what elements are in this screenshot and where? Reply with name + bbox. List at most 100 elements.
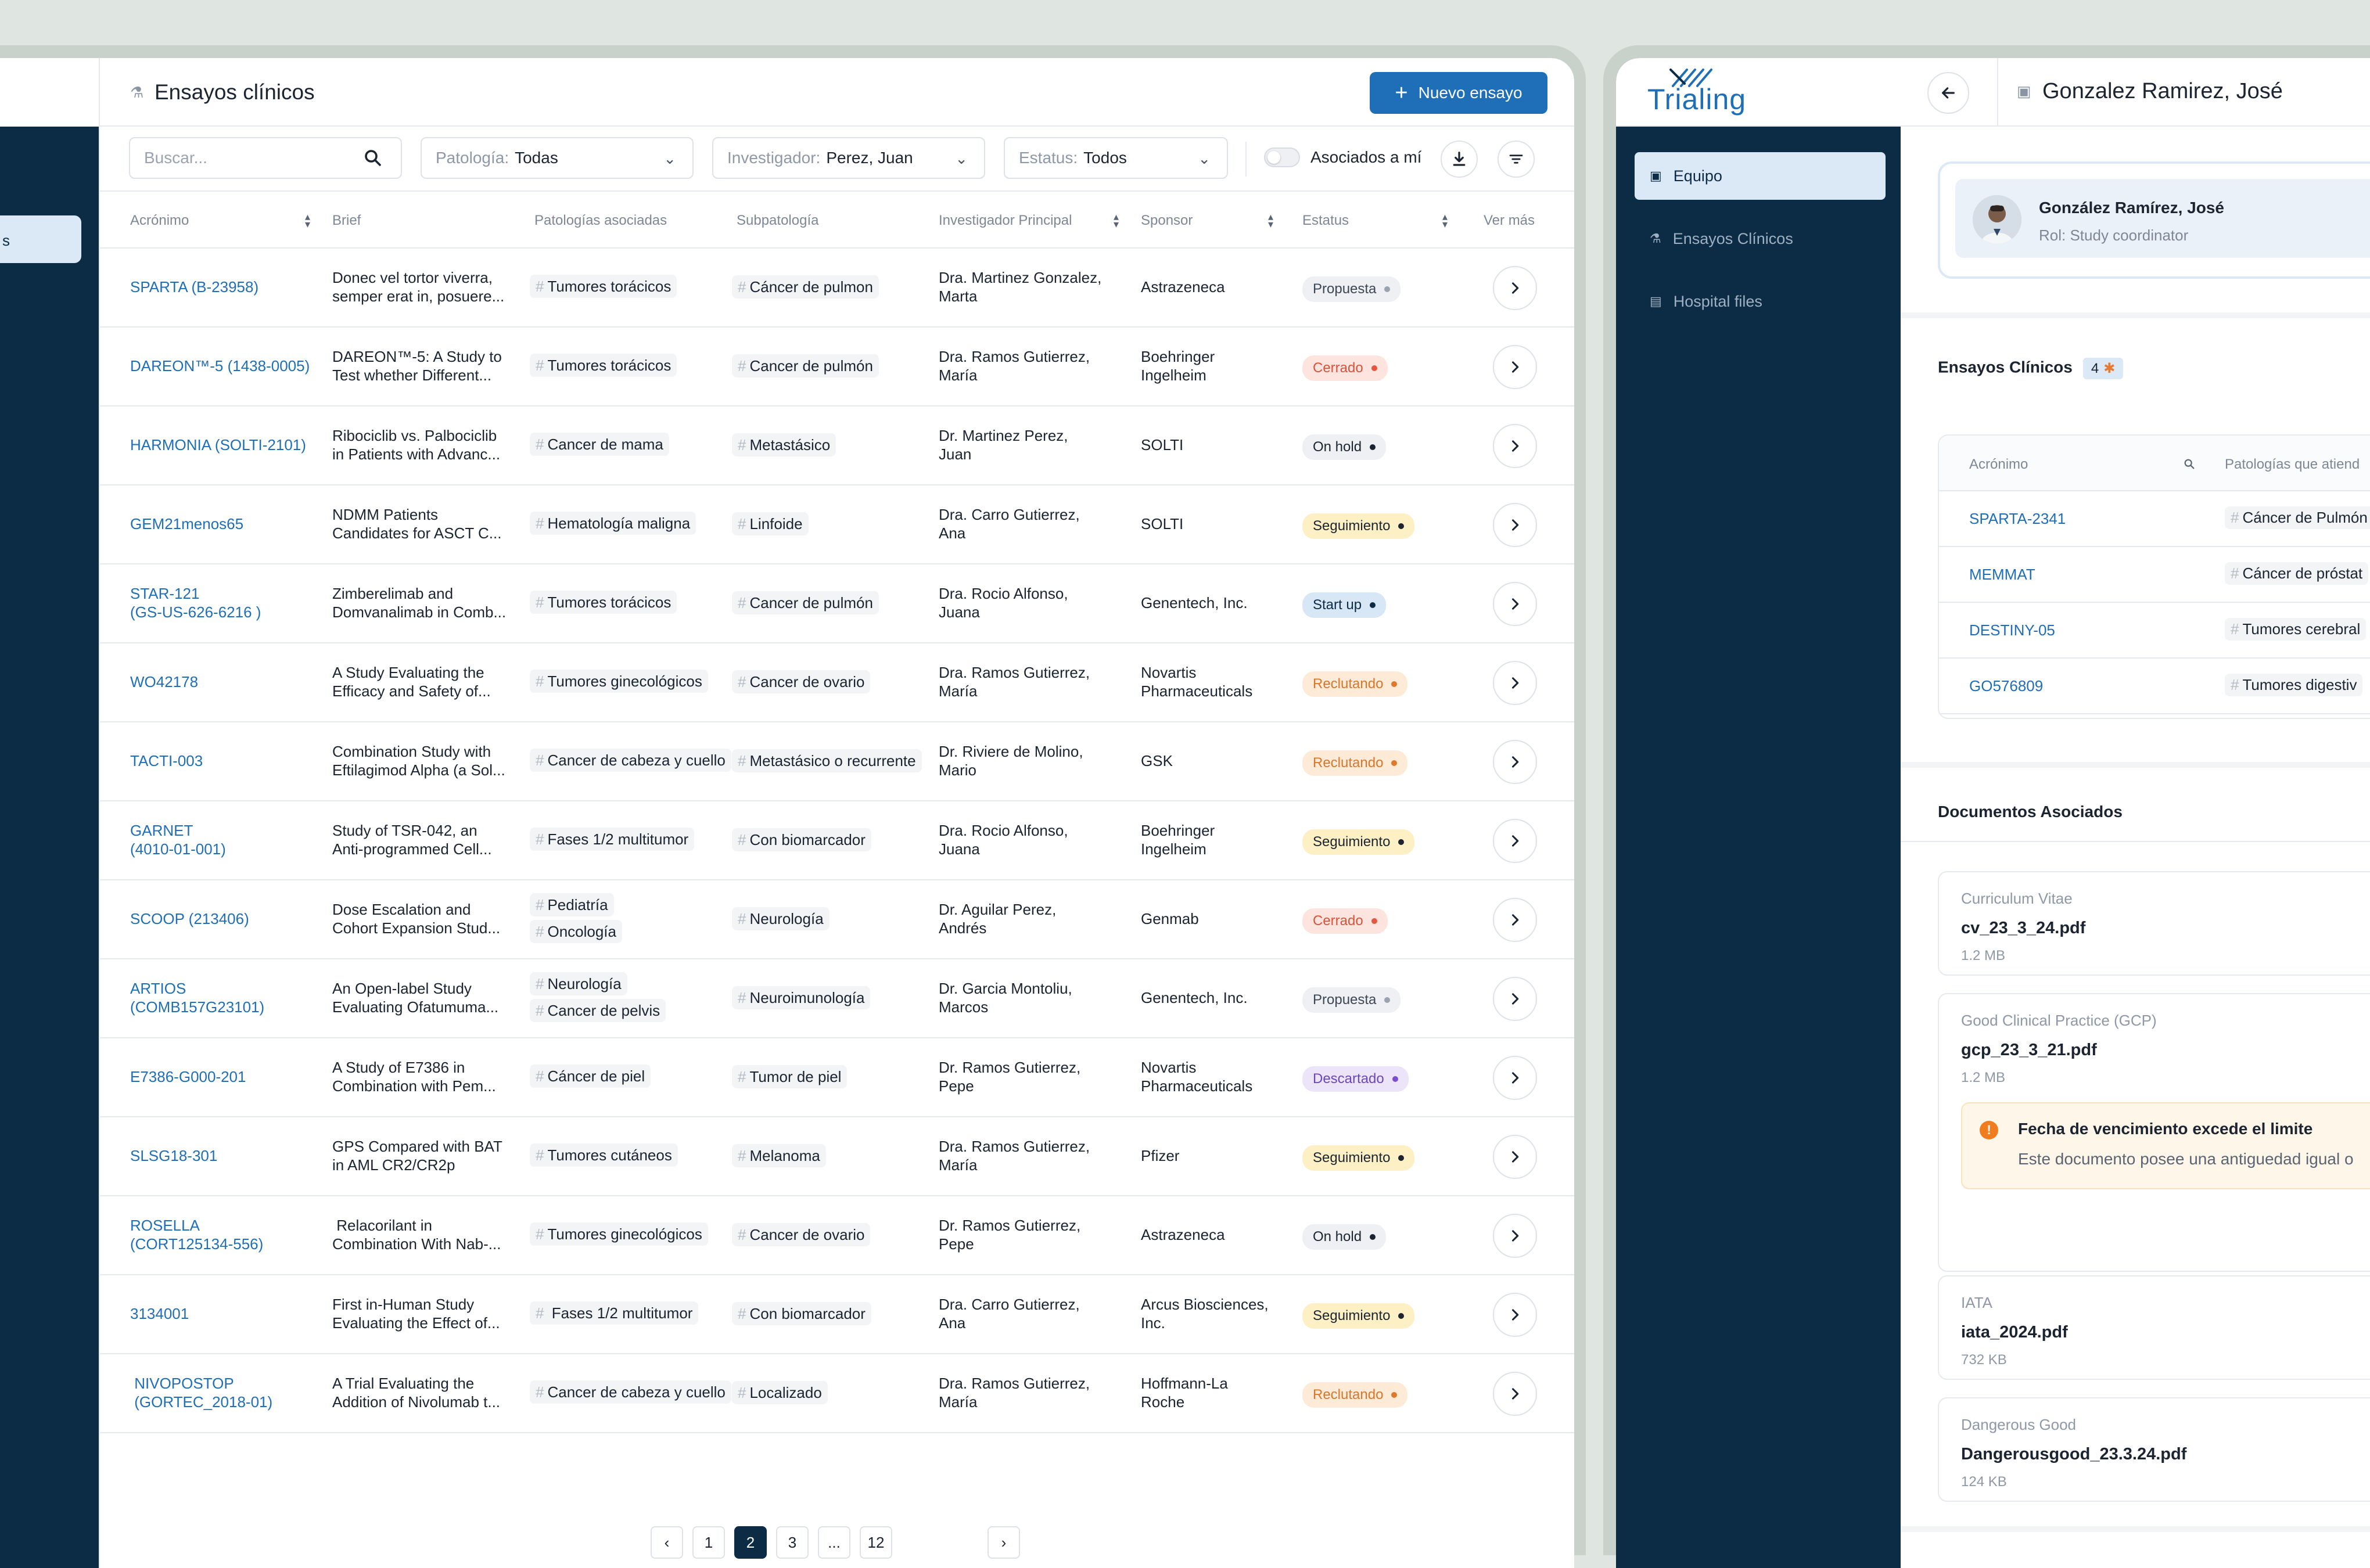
table-row[interactable]: E7386-G000-201 A Study of E7386 in Combina…: [100, 1038, 1574, 1117]
trial-acronym-link[interactable]: STAR-121 (GS-US-626-6216 ): [130, 584, 316, 621]
sidebar-item-label: Hospital files: [1673, 292, 1762, 310]
member-trials-table: Acrónimo Patologías que atiend SPARTA-23…: [1938, 434, 2370, 719]
table-row[interactable]: 3134001 First in-Human Study Evaluating th…: [100, 1275, 1574, 1354]
trial-acronym-link[interactable]: GEM21menos65: [130, 515, 316, 533]
pathology-filter[interactable]: Patología: Todas ⌄: [421, 137, 694, 179]
member-trial-acronym-link[interactable]: MEMMAT: [1969, 566, 2035, 583]
page-button[interactable]: 12: [860, 1526, 892, 1559]
document-filename[interactable]: iata_2024.pdf: [1961, 1323, 2068, 1342]
subpathology-tag-label: Cáncer de pulmon: [749, 278, 873, 296]
investigator-filter[interactable]: Investigador: Perez, Juan ⌄: [712, 137, 985, 179]
trial-acronym-link[interactable]: HARMONIA (SOLTI-2101): [130, 436, 316, 454]
sidebar-item-active[interactable]: s: [0, 215, 81, 263]
trial-acronym-link[interactable]: WO42178: [130, 672, 316, 691]
back-button[interactable]: [1927, 72, 1969, 114]
status-filter[interactable]: Estatus: Todos ⌄: [1004, 137, 1228, 179]
status-cell: Seguimiento: [1302, 1303, 1415, 1329]
document-filename[interactable]: cv_23_3_24.pdf: [1961, 919, 2086, 937]
document-filename[interactable]: Dangerousgood_23.3.24.pdf: [1961, 1445, 2187, 1463]
pathology-tags: # Tumores torácicos: [530, 354, 677, 380]
view-more-button[interactable]: [1493, 977, 1537, 1021]
sponsor: Novartis Pharmaceuticals: [1141, 663, 1280, 700]
page-button[interactable]: 1: [692, 1526, 725, 1559]
sidebar-item-equipo[interactable]: ▣ Equipo: [1635, 152, 1886, 200]
trial-acronym-link[interactable]: ROSELLA (CORT125134-556): [130, 1216, 316, 1253]
document-card[interactable]: IATA iata_2024.pdf 732 KB: [1938, 1275, 2370, 1380]
page-button[interactable]: ...: [818, 1526, 850, 1559]
view-more-button[interactable]: [1493, 819, 1537, 863]
table-row[interactable]: SPARTA (B-23958) Donec vel tortor viverra…: [100, 249, 1574, 328]
page-button[interactable]: 2: [734, 1526, 767, 1559]
column-status[interactable]: Estatus ▴ ▾: [1302, 211, 1448, 229]
documents-section-title: Documentos Asociados: [1938, 803, 2123, 821]
trial-acronym-link[interactable]: SCOOP (213406): [130, 909, 316, 928]
table-row[interactable]: WO42178 A Study Evaluating the Efficacy an…: [100, 643, 1574, 722]
member-trial-row[interactable]: DESTINY-05 # Tumores cerebral: [1939, 603, 2370, 659]
page-button[interactable]: 3: [776, 1526, 809, 1559]
search-input[interactable]: Buscar...: [129, 137, 402, 179]
member-trial-row[interactable]: SPARTA-2341 # Cáncer de Pulmón: [1939, 491, 2370, 547]
member-trial-row[interactable]: MEMMAT # Cáncer de próstat: [1939, 547, 2370, 603]
column-acronym[interactable]: Acrónimo ▴ ▾: [130, 211, 310, 229]
trial-acronym-link[interactable]: SLSG18-301: [130, 1146, 316, 1165]
view-more-button[interactable]: [1493, 345, 1537, 389]
view-more-button[interactable]: [1493, 1293, 1537, 1337]
download-button[interactable]: [1441, 141, 1478, 178]
new-trial-button[interactable]: + Nuevo ensayo: [1370, 72, 1547, 114]
trial-acronym-link[interactable]: 3134001: [130, 1304, 316, 1323]
trial-acronym-link[interactable]: ARTIOS (COMB157G23101): [130, 979, 316, 1016]
document-card[interactable]: Curriculum Vitae cv_23_3_24.pdf 1.2 MB: [1938, 871, 2370, 976]
member-trial-acronym-link[interactable]: SPARTA-2341: [1969, 510, 2066, 527]
column-sponsor[interactable]: Sponsor ▴ ▾: [1141, 211, 1273, 229]
column-investigator[interactable]: Investigador Principal ▴ ▾: [939, 211, 1119, 229]
view-more-button[interactable]: [1493, 1214, 1537, 1258]
member-trial-row[interactable]: GO576809 # Tumores digestiv: [1939, 659, 2370, 714]
next-page-button[interactable]: ›: [988, 1526, 1020, 1559]
filter-button[interactable]: [1498, 141, 1535, 178]
view-more-button[interactable]: [1493, 424, 1537, 468]
trial-brief-line: Study of TSR-042, an: [332, 822, 477, 839]
trial-acronym-link[interactable]: E7386-G000-201: [130, 1067, 316, 1086]
associated-toggle[interactable]: [1264, 148, 1300, 167]
table-row[interactable]: STAR-121 (GS-US-626-6216 ) Zimberelimab an…: [100, 564, 1574, 643]
sidebar-item-hospital-files[interactable]: ▤ Hospital files: [1635, 278, 1886, 325]
table-row[interactable]: NIVOPOSTOP (GORTEC_2018-01) A Trial Evalu…: [100, 1354, 1574, 1433]
view-more-button[interactable]: [1493, 1135, 1537, 1179]
trial-acronym-link[interactable]: SPARTA (B-23958): [130, 278, 316, 296]
status-cell: Descartado: [1302, 1066, 1409, 1092]
table-row[interactable]: ROSELLA (CORT125134-556) Relacorilant in C…: [100, 1196, 1574, 1275]
document-filename[interactable]: gcp_23_3_21.pdf: [1961, 1041, 2097, 1059]
table-header: Acrónimo ▴ ▾ Brief Patologías asociadas Su…: [100, 192, 1574, 249]
member-trial-acronym-link[interactable]: DESTINY-05: [1969, 621, 2055, 639]
view-more-button[interactable]: [1493, 740, 1537, 784]
member-window-content: Trialing ▣ Equipo ⚗ Ensayos Clínicos ▤ H…: [1616, 58, 2370, 1568]
logo-mark-icon: [1669, 69, 1712, 87]
prev-page-button[interactable]: ‹: [651, 1526, 683, 1559]
trial-acronym-link[interactable]: GARNET (4010-01-001): [130, 821, 316, 858]
table-row[interactable]: SCOOP (213406) Dose Escalation and Cohort …: [100, 880, 1574, 959]
view-more-button[interactable]: [1493, 1372, 1537, 1416]
table-row[interactable]: SLSG18-301 GPS Compared with BAT in AML CR…: [100, 1117, 1574, 1196]
table-row[interactable]: GARNET (4010-01-001) Study of TSR-042, an A…: [100, 801, 1574, 880]
table-row[interactable]: GEM21menos65 NDMM Patients Candidates for …: [100, 485, 1574, 564]
member-trial-acronym-link[interactable]: GO576809: [1969, 677, 2044, 695]
pathology-tag-label: Cáncer de Pulmón: [2242, 509, 2368, 526]
trial-acronym-link[interactable]: DAREON™-5 (1438-0005): [130, 357, 316, 375]
table-row[interactable]: DAREON™-5 (1438-0005) DAREON™-5: A Study …: [100, 328, 1574, 407]
table-row[interactable]: ARTIOS (COMB157G23101) An Open-label Study…: [100, 959, 1574, 1038]
trial-acronym-link[interactable]: TACTI-003: [130, 751, 316, 770]
view-more-button[interactable]: [1493, 1056, 1537, 1100]
sidebar-item-ensayos[interactable]: ⚗ Ensayos Clínicos: [1635, 215, 1886, 262]
subpathology-tag-label: Metastásico o recurrente: [749, 752, 916, 769]
view-more-button[interactable]: [1493, 582, 1537, 626]
table-row[interactable]: HARMONIA (SOLTI-2101) Ribociclib vs. Palb…: [100, 407, 1574, 485]
trial-acronym-link[interactable]: NIVOPOSTOP (GORTEC_2018-01): [130, 1374, 316, 1411]
sponsor-line: Ingelheim: [1141, 840, 1206, 858]
document-card[interactable]: Dangerous Good Dangerousgood_23.3.24.pdf…: [1938, 1397, 2370, 1502]
view-more-button[interactable]: [1493, 503, 1537, 547]
view-more-button[interactable]: [1493, 661, 1537, 705]
search-icon[interactable]: [2183, 458, 2196, 470]
table-row[interactable]: TACTI-003 Combination Study with Eftilagim…: [100, 722, 1574, 801]
view-more-button[interactable]: [1493, 266, 1537, 310]
view-more-button[interactable]: [1493, 898, 1537, 942]
